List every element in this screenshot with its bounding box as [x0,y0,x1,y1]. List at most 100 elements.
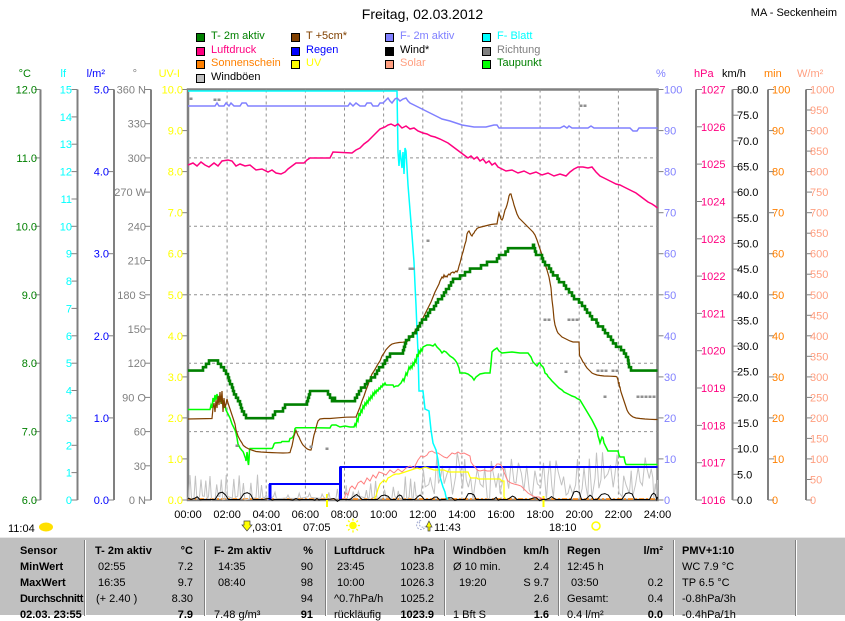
svg-text:7.0: 7.0 [22,427,37,439]
svg-text:70: 70 [664,208,676,220]
svg-text:0: 0 [66,495,72,507]
svg-text:150: 150 [128,324,146,336]
svg-text:6: 6 [66,331,72,343]
svg-text:18:00: 18:00 [526,509,554,521]
svg-text:0.0: 0.0 [168,495,183,507]
svg-text:80.0: 80.0 [737,85,758,97]
svg-text:400: 400 [810,331,828,343]
svg-text:20:00: 20:00 [565,509,593,521]
svg-text:1016: 1016 [701,495,725,507]
svg-text:250: 250 [810,392,828,404]
svg-text:1018: 1018 [701,420,725,432]
svg-text:13: 13 [60,139,72,151]
svg-text:9: 9 [66,249,72,261]
svg-text:150: 150 [810,433,828,445]
svg-text:4: 4 [66,386,72,398]
svg-text:55.0: 55.0 [737,213,758,225]
svg-text:07:05: 07:05 [303,522,331,534]
svg-text:5.0: 5.0 [737,469,752,481]
svg-text:20: 20 [664,413,676,425]
svg-text:950: 950 [810,105,828,117]
svg-text:0: 0 [810,495,816,507]
svg-text:3: 3 [66,413,72,425]
svg-text:lf: lf [61,68,67,80]
svg-text:900: 900 [810,126,828,138]
svg-text:80: 80 [664,167,676,179]
svg-text:4.0: 4.0 [168,331,183,343]
svg-text:1.0: 1.0 [94,413,109,425]
svg-text:24:00: 24:00 [644,509,672,521]
svg-text:300: 300 [810,372,828,384]
svg-text:5.0: 5.0 [168,290,183,302]
svg-text:1026: 1026 [701,122,725,134]
svg-text:2.0: 2.0 [94,331,109,343]
svg-text:3.0: 3.0 [94,249,109,261]
svg-text:W/m²: W/m² [797,68,824,80]
svg-text:18:10: 18:10 [549,522,577,534]
svg-text:5.0: 5.0 [94,85,109,97]
svg-text:800: 800 [810,167,828,179]
svg-text:,03:01: ,03:01 [252,522,283,534]
svg-text:1017: 1017 [701,458,725,470]
svg-text:5: 5 [66,358,72,370]
svg-text:16:00: 16:00 [487,509,515,521]
svg-text:600: 600 [810,249,828,261]
svg-text:2.0: 2.0 [168,413,183,425]
svg-text:1027: 1027 [701,85,725,97]
svg-text:20.0: 20.0 [737,392,758,404]
svg-text:50: 50 [664,290,676,302]
svg-text:10: 10 [60,221,72,233]
svg-text:1022: 1022 [701,271,725,283]
svg-text:12:00: 12:00 [409,509,437,521]
svg-text:60: 60 [772,249,784,261]
svg-text:4.0: 4.0 [94,167,109,179]
svg-text:30: 30 [772,372,784,384]
svg-text:22:00: 22:00 [605,509,633,521]
svg-text:1023: 1023 [701,234,725,246]
svg-text:0.0: 0.0 [94,495,109,507]
svg-text:1.0: 1.0 [168,454,183,466]
svg-text:10.0: 10.0 [737,444,758,456]
svg-text:10.0: 10.0 [16,221,37,233]
svg-text:120: 120 [128,358,146,370]
svg-text:40: 40 [664,331,676,343]
svg-text:7.0: 7.0 [168,208,183,220]
svg-text:60: 60 [664,249,676,261]
svg-text:70.0: 70.0 [737,136,758,148]
svg-text:14:00: 14:00 [448,509,476,521]
svg-text:11: 11 [61,194,72,206]
svg-text:50.0: 50.0 [737,238,758,250]
svg-text:11:04: 11:04 [8,523,35,535]
svg-text:8.0: 8.0 [22,358,37,370]
svg-text:°: ° [133,68,137,80]
svg-text:1025: 1025 [701,159,725,171]
svg-text:50: 50 [772,290,784,302]
svg-text:700: 700 [810,208,828,220]
svg-text:200: 200 [810,413,828,425]
svg-text:1: 1 [66,468,72,480]
svg-text:8.0: 8.0 [168,167,183,179]
svg-text:km/h: km/h [722,68,746,80]
svg-text:650: 650 [810,228,828,240]
svg-text:850: 850 [810,146,828,158]
svg-text:11.0: 11.0 [16,153,37,165]
svg-text:270 W: 270 W [114,187,146,199]
svg-text:0: 0 [772,495,778,507]
svg-text:90: 90 [772,126,784,138]
svg-text:20: 20 [772,413,784,425]
svg-text:0.0: 0.0 [737,495,752,507]
svg-text:65.0: 65.0 [737,161,758,173]
svg-text:40.0: 40.0 [737,290,758,302]
svg-text:360 N: 360 N [117,85,146,97]
svg-text:06:00: 06:00 [292,509,320,521]
svg-text:100: 100 [664,85,682,97]
svg-text:70: 70 [772,208,784,220]
svg-text:25.0: 25.0 [737,367,758,379]
svg-text:10.0: 10.0 [162,85,183,97]
svg-text:1021: 1021 [701,308,725,320]
svg-text:2: 2 [66,440,72,452]
svg-text:12: 12 [60,167,72,179]
svg-text:30: 30 [134,461,146,473]
svg-text:3.0: 3.0 [168,372,183,384]
svg-text:75.0: 75.0 [737,110,758,122]
